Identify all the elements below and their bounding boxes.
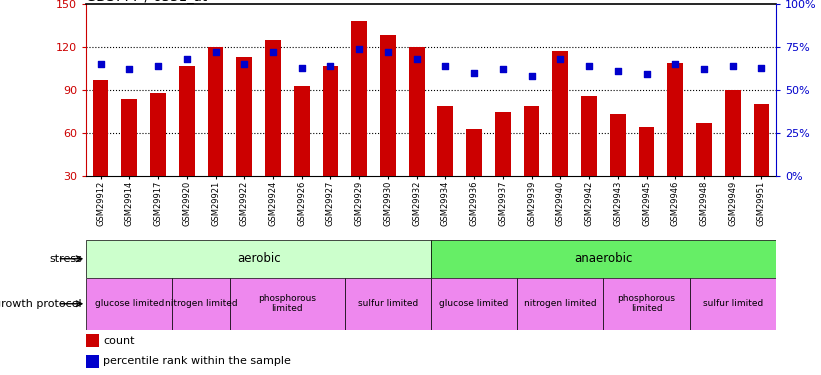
Bar [93, 80, 108, 219]
Point [438, 63, 452, 69]
Bar [230, 278, 345, 330]
Bar [667, 63, 683, 219]
Point [640, 72, 654, 78]
Point [754, 64, 768, 70]
Bar [179, 66, 195, 219]
Point [181, 56, 194, 62]
Bar [323, 66, 338, 219]
Text: nitrogen limited: nitrogen limited [165, 299, 237, 308]
Point [323, 63, 337, 69]
Text: glucose limited: glucose limited [94, 299, 164, 308]
Point [611, 68, 624, 74]
Bar [86, 355, 99, 368]
Text: count: count [103, 336, 135, 346]
Text: phosphorous
limited: phosphorous limited [617, 294, 676, 314]
Bar [86, 278, 172, 330]
Text: aerobic: aerobic [236, 252, 281, 265]
Bar [351, 21, 367, 219]
Bar [696, 123, 712, 219]
Point [582, 63, 595, 69]
Bar [524, 106, 539, 219]
Bar [380, 35, 396, 219]
Point [697, 66, 710, 72]
Point [209, 49, 222, 55]
Text: sulfur limited: sulfur limited [703, 299, 763, 308]
Point [381, 49, 394, 55]
Point [668, 61, 681, 67]
Bar [294, 86, 310, 219]
Bar [517, 278, 603, 330]
Point [468, 70, 481, 76]
Text: glucose limited: glucose limited [439, 299, 509, 308]
Text: nitrogen limited: nitrogen limited [524, 299, 597, 308]
Bar [553, 51, 568, 219]
Text: GDS777 / 6331_at: GDS777 / 6331_at [86, 0, 208, 3]
Bar [345, 278, 431, 330]
Bar [466, 129, 482, 219]
Point [410, 56, 424, 62]
Text: percentile rank within the sample: percentile rank within the sample [103, 356, 291, 366]
Bar [610, 114, 626, 219]
Bar [431, 278, 517, 330]
Point [496, 66, 509, 72]
Bar [208, 47, 223, 219]
Point [553, 56, 566, 62]
Text: anaerobic: anaerobic [574, 252, 633, 265]
Bar [639, 128, 654, 219]
Bar [754, 104, 769, 219]
Point [123, 66, 136, 72]
Bar [725, 90, 741, 219]
Bar [495, 112, 511, 219]
Text: growth protocol: growth protocol [0, 299, 82, 309]
Bar [86, 240, 431, 278]
Bar [603, 278, 690, 330]
Bar [438, 106, 453, 219]
Point [726, 63, 739, 69]
Point [525, 73, 539, 79]
Bar [581, 96, 597, 219]
Point [94, 61, 107, 67]
Text: sulfur limited: sulfur limited [358, 299, 418, 308]
Point [295, 64, 308, 70]
Bar [150, 93, 166, 219]
Text: phosphorous
limited: phosphorous limited [259, 294, 316, 314]
Point [238, 61, 251, 67]
Bar [86, 334, 99, 347]
Point [353, 46, 366, 52]
Bar [690, 278, 776, 330]
Point [151, 63, 164, 69]
Bar [265, 40, 281, 219]
Bar [172, 278, 230, 330]
Bar [431, 240, 776, 278]
Point [266, 49, 279, 55]
Bar [122, 99, 137, 219]
Bar [409, 47, 424, 219]
Text: stress: stress [49, 254, 82, 264]
Bar [236, 57, 252, 219]
